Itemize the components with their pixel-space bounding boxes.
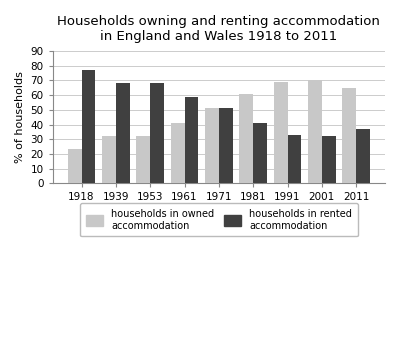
Bar — [240, 94, 253, 183]
Bar — [82, 70, 95, 183]
Bar — [171, 123, 184, 183]
Bar — [219, 108, 232, 183]
Bar — [102, 136, 116, 183]
Bar — [288, 135, 301, 183]
Bar — [116, 83, 130, 183]
Bar — [136, 136, 150, 183]
Bar — [150, 83, 164, 183]
Y-axis label: % of households: % of households — [15, 71, 25, 163]
Bar — [322, 136, 336, 183]
Bar — [274, 82, 288, 183]
Bar — [184, 96, 198, 183]
Bar — [356, 129, 370, 183]
Bar — [342, 88, 356, 183]
Bar — [205, 108, 219, 183]
Legend: households in owned
accommodation, households in rented
accommodation: households in owned accommodation, house… — [80, 203, 358, 237]
Bar — [253, 123, 267, 183]
Title: Households owning and renting accommodation
in England and Wales 1918 to 2011: Households owning and renting accommodat… — [58, 15, 380, 43]
Bar — [68, 150, 82, 183]
Bar — [308, 80, 322, 183]
